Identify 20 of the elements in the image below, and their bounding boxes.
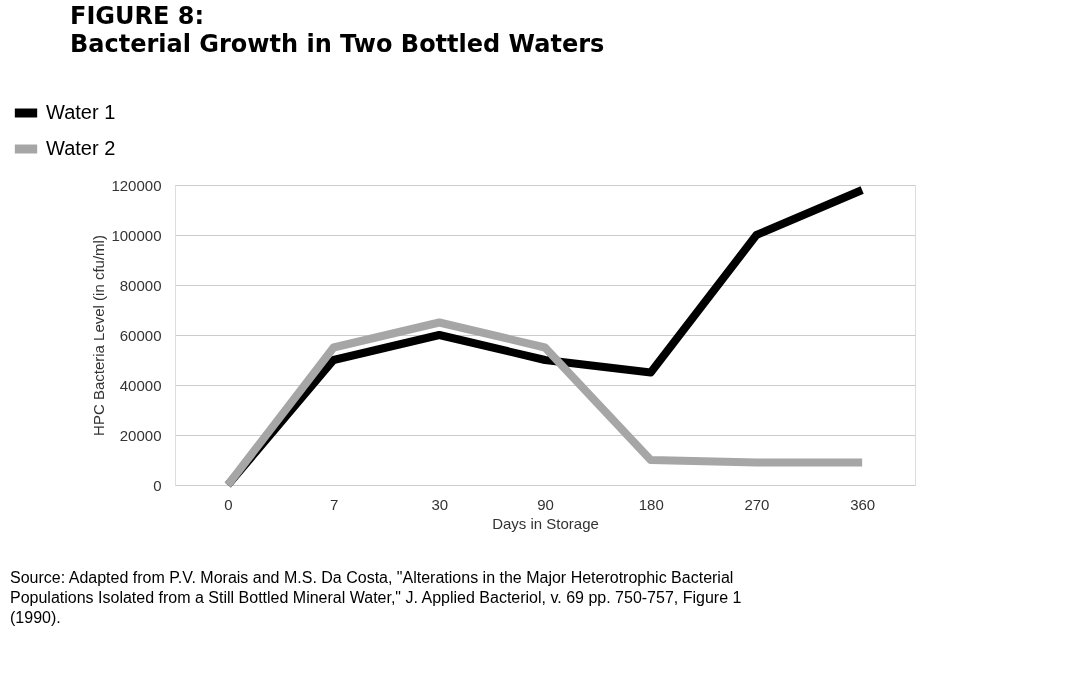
y-tick-label: 80000 <box>119 276 162 294</box>
source-note: Source: Adapted from P.V. Morais and M.S. Da Costa, "Alterations in the Major Heterotrophic Bacterial Populations Isolated from a Still Bottled Mineral Water," J. Applied Bacteriol, v. 69 pp. 750-757, Figure 1 (1990). <box>10 569 742 626</box>
x-tick-label: 0 <box>224 495 233 513</box>
x-tick-label: 180 <box>638 495 664 513</box>
x-tick-label: 7 <box>329 495 339 513</box>
y-tick-label: 120000 <box>111 176 162 194</box>
chart-title: FIGURE 8: Bacterial Growth in Two Bottled Waters <box>70 2 605 58</box>
x-axis-title: Days in Storage <box>492 514 599 532</box>
legend-label: Water 1 <box>46 101 116 123</box>
y-tick-label: 60000 <box>119 326 162 344</box>
x-tick-label: 30 <box>431 495 449 513</box>
x-tick-label: 90 <box>537 495 554 513</box>
x-tick-label: 360 <box>850 495 876 513</box>
y-tick-label: 0 <box>153 476 162 494</box>
y-tick-label: 100000 <box>111 226 162 244</box>
y-axis-title: HPC Bacteria Level (in cfu/ml) <box>90 235 108 436</box>
x-tick-label: 270 <box>744 495 770 513</box>
legend-label: Water 2 <box>46 137 116 159</box>
y-tick-label: 20000 <box>119 426 162 444</box>
y-tick-label: 40000 <box>119 376 162 394</box>
